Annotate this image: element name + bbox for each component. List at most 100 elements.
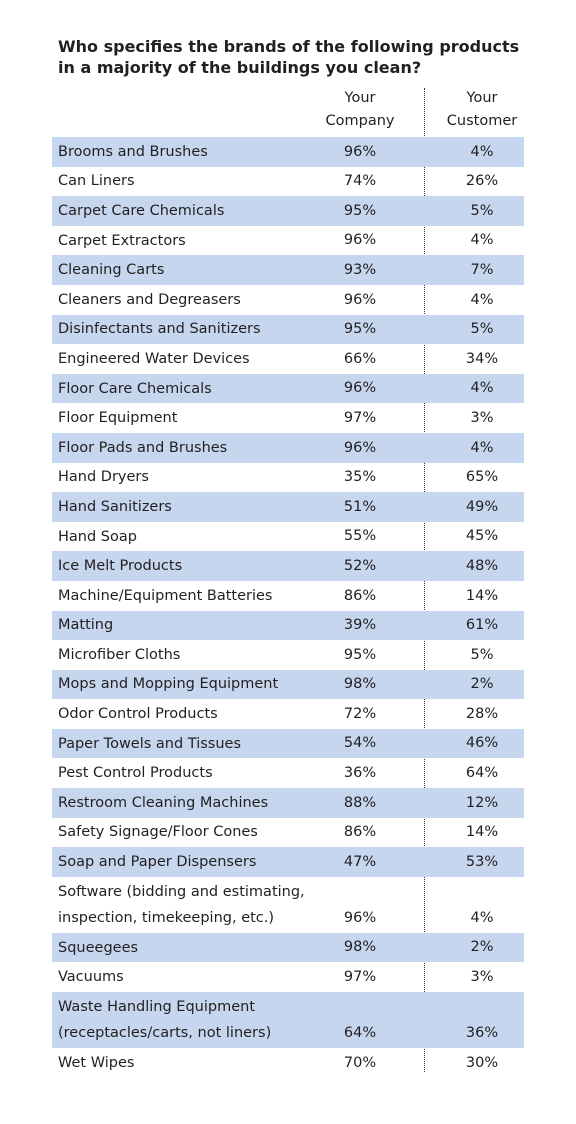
table-row: Odor Control Products 72% 28% [52,699,524,729]
table-row: Mops and Mopping Equipment 98% 2% [52,669,524,700]
row-label: Waste Handling Equipment (receptacles/car… [58,994,271,1046]
table-row: Carpet Extractors 96% 4% [52,226,524,256]
row-label: Software (bidding and estimating, inspect… [58,879,305,931]
company-value: 96% [343,439,377,456]
table-row: Waste Handling Equipment (receptacles/car… [52,992,524,1049]
customer-value: 2% [470,939,494,956]
row-label: Safety Signage/Floor Cones [58,819,258,845]
column-header: Your Customer [422,87,542,133]
label-line: Hand Sanitizers [58,498,172,515]
table-row: Floor Pads and Brushes 96% 4% [52,432,524,463]
label-line: Engineered Water Devices [58,350,250,367]
table-row: Squeegees 98% 2% [52,932,524,963]
company-value: 51% [343,498,377,515]
row-label: Soap and Paper Dispensers [58,849,256,875]
table-row: Machine/Equipment Batteries 86% 14% [52,581,524,611]
label-line: Pest Control Products [58,765,213,782]
label-line: Cleaners and Degreasers [58,291,241,308]
company-value: 55% [343,528,377,545]
label-line: Mops and Mopping Equipment [58,676,279,693]
label-line: Hand Dryers [58,469,149,486]
label-line: Soap and Paper Dispensers [58,854,257,871]
company-value: 88% [343,794,377,811]
table-row: Software (bidding and estimating, inspect… [52,877,524,933]
label-line: Machine/Equipment Batteries [58,587,273,604]
table-row: Paper Towels and Tissues 54% 46% [52,728,524,759]
label-line: Disinfectants and Sanitizers [58,321,261,338]
row-label: Floor Pads and Brushes [58,435,227,461]
company-value: 52% [343,557,377,574]
table-row: Brooms and Brushes 96% 4% [52,137,524,167]
label-line: Waste Handling Equipment [58,999,256,1016]
row-label: Matting [58,612,113,638]
row-label: Floor Care Chemicals [58,376,212,402]
company-value: 70% [343,1054,377,1071]
row-label: Ice Melt Products [58,553,182,579]
customer-value: 14% [465,824,499,841]
customer-value: 64% [465,765,499,782]
table: Brooms and Brushes 96% 4% Can Liners 74% 26% C… [52,137,524,1078]
company-value: 36% [343,765,377,782]
row-label: Carpet Care Chemicals [58,198,224,224]
customer-value: 2% [470,676,494,693]
header-line: Your [344,90,376,106]
row-label: Carpet Extractors [58,228,186,254]
row-label: Hand Dryers [58,464,149,490]
title-line: Who specifies the brands of the followin… [58,37,520,56]
label-line: Wet Wipes [58,1054,135,1071]
company-value: 35% [343,469,377,486]
label-line: Vacuums [58,969,124,986]
row-label: Paper Towels and Tissues [58,731,241,757]
company-value: 96% [343,143,377,160]
label-line: Hand Soap [58,528,137,545]
customer-value: 3% [470,969,494,986]
customer-value: 53% [465,853,499,870]
row-label: Cleaning Carts [58,257,164,283]
customer-value: 49% [465,498,499,515]
row-label: Hand Soap [58,524,137,550]
table-row: Microfiber Cloths 95% 5% [52,640,524,670]
company-value: 97% [343,409,377,426]
label-line: Paper Towels and Tissues [58,735,242,752]
table-row: Hand Sanitizers 51% 49% [52,492,524,522]
table-row: Restroom Cleaning Machines 88% 12% [52,788,524,818]
company-value: 86% [343,587,377,604]
row-label: Odor Control Products [58,701,218,727]
table-row: Cleaning Carts 93% 7% [52,255,524,285]
label-line: Ice Melt Products [58,558,183,575]
row-label: Microfiber Cloths [58,642,180,668]
table-row: Wet Wipes 70% 30% [52,1048,524,1078]
table-row: Engineered Water Devices 66% 34% [52,344,524,374]
row-label: Engineered Water Devices [58,346,250,372]
label-line: Floor Care Chemicals [58,380,212,397]
table-row: Carpet Care Chemicals 95% 5% [52,196,524,226]
label-line: Can Liners [58,173,135,190]
company-value: 95% [343,202,377,219]
customer-value: 30% [465,1054,499,1071]
customer-value: 61% [465,617,499,634]
company-value: 95% [343,321,377,338]
company-value: 39% [343,617,377,634]
customer-value: 4% [470,380,494,397]
customer-value: 46% [465,735,499,752]
table-row: Cleaners and Degreasers 96% 4% [52,285,524,315]
company-value: 47% [343,853,377,870]
label-line: (receptacles/carts, not liners) [58,1025,272,1042]
row-label: Squeegees [58,935,138,961]
row-label: Can Liners [58,168,135,194]
row-label: Wet Wipes [58,1050,134,1076]
row-label: Floor Equipment [58,405,177,431]
row-label: Restroom Cleaning Machines [58,790,268,816]
table-row: Vacuums 97% 3% [52,962,524,992]
company-value: 54% [343,735,377,752]
table-row: Disinfectants and Sanitizers 95% 5% [52,314,524,345]
label-line: Safety Signage/Floor Cones [58,824,258,841]
table-row: Ice Melt Products 52% 48% [52,551,524,581]
customer-value: 26% [465,173,499,190]
label-line: Floor Pads and Brushes [58,439,228,456]
customer-value: 28% [465,705,499,722]
company-value: 74% [343,173,377,190]
customer-value: 4% [470,291,494,308]
customer-value: 45% [465,528,499,545]
